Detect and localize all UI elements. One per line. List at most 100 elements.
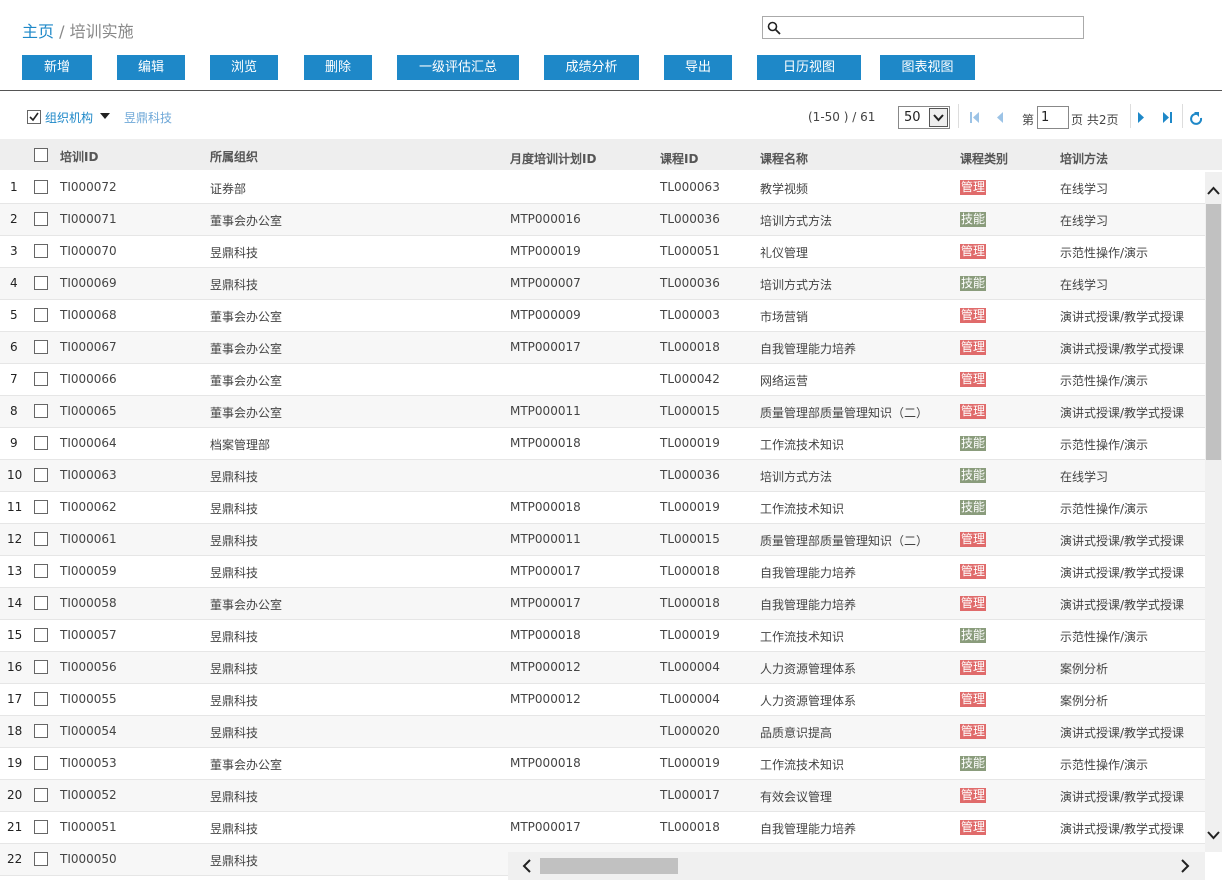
table-row[interactable]: 9 TI000064 档案管理部 MTP000018 TL000019 工作流技术知识 技能… <box>0 428 1205 460</box>
filter-label[interactable]: 组织机构 <box>45 111 94 125</box>
column-header[interactable]: 培训方法 <box>1060 152 1109 166</box>
row-checkbox[interactable] <box>34 532 48 546</box>
table-cell: 昱鼎科技 <box>210 726 259 740</box>
toolbar-button[interactable]: 成绩分析 <box>544 55 639 80</box>
table-cell: TI000064 <box>60 436 117 450</box>
next-page[interactable] <box>1138 112 1144 123</box>
table-row[interactable]: 13 TI000059 昱鼎科技 MTP000017 TL000018 自我管理能力培养 管… <box>0 556 1205 588</box>
table-cell: 董事会办公室 <box>210 758 283 772</box>
column-header[interactable]: 培训ID <box>60 150 99 164</box>
table-row[interactable]: 11 TI000062 昱鼎科技 MTP000018 TL000019 工作流技术知识 技能… <box>0 492 1205 524</box>
row-checkbox[interactable] <box>34 372 48 386</box>
vertical-scrollbar[interactable] <box>1205 172 1222 852</box>
table-row[interactable]: 12 TI000061 昱鼎科技 MTP000011 TL000015 质量管理部质量管理… <box>0 524 1205 556</box>
page-number: 1 <box>1041 110 1050 125</box>
table-cell: TI000057 <box>60 628 117 642</box>
row-number: 10 <box>7 468 23 482</box>
row-checkbox[interactable] <box>34 596 48 610</box>
table-cell: 演讲式授课/教学式授课 <box>1060 566 1185 580</box>
table-row[interactable]: 18 TI000054 昱鼎科技 TL000020 品质意识提高 管理 演讲式授课/教学式授… <box>0 716 1205 748</box>
row-checkbox[interactable] <box>34 756 48 770</box>
column-header[interactable]: 课程类别 <box>960 152 1009 166</box>
toolbar-button[interactable]: 一级评估汇总 <box>397 55 519 80</box>
table-row[interactable]: 7 TI000066 董事会办公室 TL000042 网络运营 管理 示范性操作/演示 <box>0 364 1205 396</box>
table-row[interactable]: 14 TI000058 董事会办公室 MTP000017 TL000018 自我管理能力培… <box>0 588 1205 620</box>
category-badge: 管理 <box>960 788 987 803</box>
page-input[interactable]: 1 <box>1037 106 1069 129</box>
table-row[interactable]: 4 TI000069 昱鼎科技 MTP000007 TL000036 培训方式方法 技能 在线… <box>0 268 1205 300</box>
dropdown-arrow[interactable] <box>100 113 110 119</box>
table-cell: 昱鼎科技 <box>210 278 259 292</box>
row-checkbox[interactable] <box>34 500 48 514</box>
column-header[interactable]: 月度培训计划ID <box>510 152 597 166</box>
row-checkbox[interactable] <box>34 436 48 450</box>
column-header[interactable]: 所属组织 <box>210 150 259 164</box>
row-checkbox[interactable] <box>34 692 48 706</box>
table-row[interactable]: 5 TI000068 董事会办公室 MTP000009 TL000003 市场营销 管理 演讲… <box>0 300 1205 332</box>
table-cell: 示范性操作/演示 <box>1060 438 1149 452</box>
last-page[interactable] <box>1163 112 1172 123</box>
row-checkbox[interactable] <box>34 468 48 482</box>
table-row[interactable]: 10 TI000063 昱鼎科技 TL000036 培训方式方法 技能 在线学习 <box>0 460 1205 492</box>
table-cell: 自我管理能力培养 <box>760 566 857 580</box>
select-all[interactable] <box>34 148 48 162</box>
toolbar-button[interactable]: 导出 <box>664 55 732 80</box>
toolbar-button[interactable]: 编辑 <box>117 55 185 80</box>
row-checkbox[interactable] <box>34 308 48 322</box>
refresh[interactable] <box>1190 112 1203 125</box>
row-checkbox[interactable] <box>34 788 48 802</box>
row-checkbox[interactable] <box>34 820 48 834</box>
column-header[interactable]: 课程名称 <box>760 152 809 166</box>
table-row[interactable]: 6 TI000067 董事会办公室 MTP000017 TL000018 自我管理能力培养… <box>0 332 1205 364</box>
table-row[interactable]: 8 TI000065 董事会办公室 MTP000011 TL000015 质量管理部质量管… <box>0 396 1205 428</box>
search-box[interactable] <box>762 16 1084 39</box>
toolbar-button[interactable]: 浏览 <box>210 55 278 80</box>
toolbar-button[interactable]: 日历视图 <box>757 55 861 80</box>
row-checkbox[interactable] <box>34 660 48 674</box>
row-checkbox[interactable] <box>34 724 48 738</box>
table-row[interactable]: 3 TI000070 昱鼎科技 MTP000019 TL000051 礼仪管理 管理 示范性操… <box>0 236 1205 268</box>
row-checkbox[interactable] <box>34 404 48 418</box>
row-checkbox[interactable] <box>34 276 48 290</box>
horizontal-scrollbar[interactable] <box>508 852 1205 880</box>
table-cell: 董事会办公室 <box>210 406 283 420</box>
table-cell: TL000017 <box>660 788 720 802</box>
table-row[interactable]: 2 TI000071 董事会办公室 MTP000016 TL000036 培训方式方法 技能… <box>0 204 1205 236</box>
first-page[interactable] <box>970 112 979 123</box>
column-header[interactable]: 课程ID <box>660 152 699 166</box>
table-row[interactable]: 17 TI000055 昱鼎科技 MTP000012 TL000004 人力资源管理体系 管… <box>0 684 1205 716</box>
table-row[interactable]: 19 TI000053 董事会办公室 MTP000018 TL000019 工作流技术知识… <box>0 748 1205 780</box>
table-row[interactable]: 21 TI000051 昱鼎科技 MTP000017 TL000018 自我管理能力培养 管… <box>0 812 1205 844</box>
table-cell: MTP000018 <box>510 500 581 514</box>
row-checkbox[interactable] <box>34 564 48 578</box>
breadcrumb-home[interactable]: 主页 <box>22 22 55 41</box>
row-checkbox[interactable] <box>34 212 48 226</box>
category-badge: 管理 <box>960 308 987 323</box>
table-cell: 有效会议管理 <box>760 790 833 804</box>
row-checkbox[interactable] <box>34 628 48 642</box>
prev-page[interactable] <box>997 112 1003 123</box>
row-number: 1 <box>10 180 18 194</box>
table-row[interactable]: 1 TI000072 证券部 TL000063 教学视频 管理 在线学习 <box>0 172 1205 204</box>
row-checkbox[interactable] <box>34 180 48 194</box>
table-cell: TI000053 <box>60 756 117 770</box>
row-number: 6 <box>10 340 18 354</box>
separator <box>1130 104 1131 128</box>
page-size-select[interactable]: 50 <box>898 106 950 129</box>
row-checkbox[interactable] <box>34 852 48 866</box>
toolbar-button[interactable]: 图表视图 <box>880 55 975 80</box>
table-cell: TI000052 <box>60 788 117 802</box>
table-cell: 在线学习 <box>1060 182 1109 196</box>
category-badge: 管理 <box>960 564 987 579</box>
toolbar-button[interactable]: 删除 <box>304 55 372 80</box>
row-checkbox[interactable] <box>34 340 48 354</box>
row-checkbox[interactable] <box>34 244 48 258</box>
toolbar-button[interactable]: 新增 <box>22 55 92 80</box>
table-row[interactable]: 16 TI000056 昱鼎科技 MTP000012 TL000004 人力资源管理体系 管… <box>0 652 1205 684</box>
table-row[interactable]: 20 TI000052 昱鼎科技 TL000017 有效会议管理 管理 演讲式授课/教学式授… <box>0 780 1205 812</box>
table-cell: TL000018 <box>660 820 720 834</box>
table-row[interactable]: 15 TI000057 昱鼎科技 MTP000018 TL000019 工作流技术知识 技能… <box>0 620 1205 652</box>
breadcrumb-current: 培训实施 <box>69 22 134 41</box>
search-icon <box>767 21 781 35</box>
filter-checkbox[interactable] <box>27 110 41 124</box>
